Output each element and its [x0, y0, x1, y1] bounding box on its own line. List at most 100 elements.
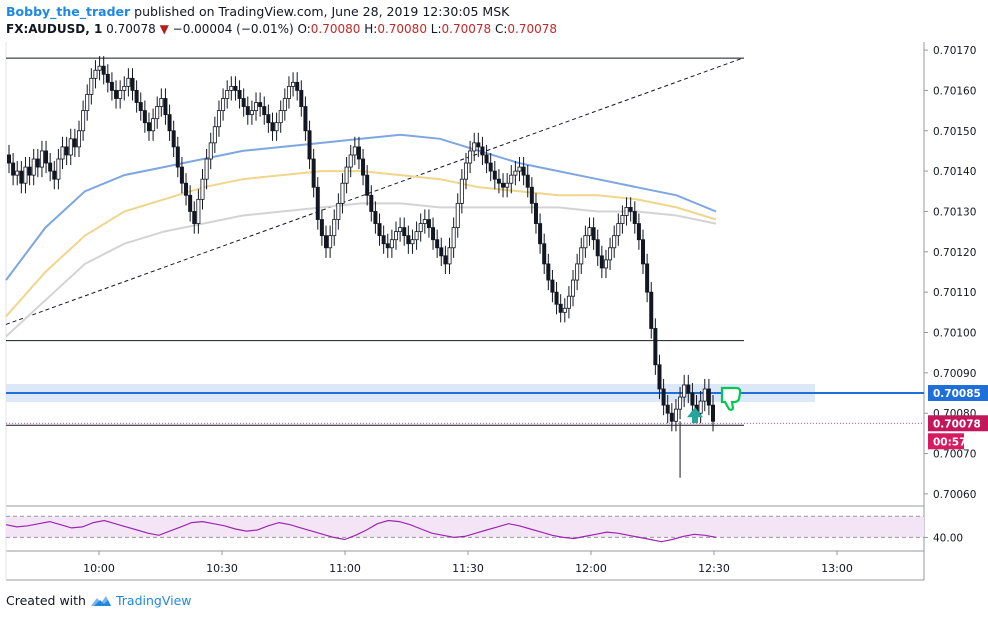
- candle-body: [118, 90, 123, 99]
- candle-body: [431, 227, 436, 241]
- candle-body: [81, 110, 86, 132]
- ohlc-legend: FX:AUDUSD, 1 0.70078 ▼ −0.00004 (−0.01%)…: [6, 22, 557, 36]
- y-tick-label: 0.70170: [933, 45, 976, 57]
- candle-body: [167, 114, 172, 132]
- candle-body: [76, 130, 81, 148]
- candle-body: [274, 122, 279, 132]
- candle-body: [422, 219, 427, 224]
- x-tick-label: 12:30: [698, 562, 730, 575]
- symbol-label[interactable]: FX:AUDUSD, 1: [6, 22, 103, 36]
- candle-body: [509, 174, 514, 184]
- candle-body: [89, 77, 94, 95]
- candle-body: [373, 211, 378, 224]
- author-link[interactable]: Bobby_the_trader: [6, 4, 131, 19]
- countdown-badge: 00:57: [933, 436, 966, 448]
- tradingview-logo-icon: [90, 595, 111, 606]
- candle-body: [109, 81, 114, 91]
- candle-body: [612, 235, 617, 249]
- candle-body: [39, 150, 44, 168]
- candle-body: [175, 146, 180, 168]
- x-tick-label: 11:30: [452, 562, 484, 575]
- candle-body: [595, 239, 600, 257]
- candle-body: [340, 182, 345, 204]
- candle-body: [105, 73, 110, 83]
- candle-body: [603, 259, 608, 269]
- y-tick-label: 0.70130: [933, 206, 976, 218]
- candle-body: [171, 130, 176, 148]
- candle-body: [414, 231, 419, 241]
- y-tick-label: 0.70100: [933, 328, 976, 340]
- candle-body: [332, 219, 337, 237]
- x-tick-label: 11:00: [329, 562, 361, 575]
- candle-body: [616, 223, 621, 237]
- up-arrow-icon: [687, 407, 703, 424]
- candle-body: [632, 211, 637, 224]
- tradingview-link[interactable]: TradingView: [115, 593, 192, 608]
- candle-body: [669, 412, 674, 422]
- candle-body: [636, 223, 641, 241]
- candle-body: [356, 146, 361, 160]
- candle-body: [324, 235, 329, 249]
- footer: Created with TradingView: [6, 593, 192, 608]
- candle-body: [159, 98, 164, 107]
- candle-body: [554, 291, 559, 305]
- candle-body: [225, 90, 230, 99]
- candle-body: [558, 303, 563, 313]
- candle-body: [295, 81, 300, 91]
- candle-body: [245, 106, 250, 116]
- candle-body: [645, 263, 650, 293]
- candle-body: [122, 85, 127, 91]
- candle-body: [60, 146, 65, 160]
- low-label: L:: [430, 22, 442, 36]
- created-with-text: Created with: [6, 593, 86, 608]
- candle-body: [476, 142, 481, 148]
- candle-body: [233, 85, 238, 91]
- ma-slow-line: [5, 202, 717, 338]
- candle-body: [44, 150, 49, 164]
- candle-body: [410, 239, 415, 245]
- candle-body: [529, 186, 534, 204]
- candle-body: [229, 85, 234, 91]
- candle-body: [418, 223, 423, 233]
- candle-body: [278, 110, 283, 124]
- candle-body: [468, 150, 473, 164]
- candle-body: [673, 408, 678, 422]
- candle-body: [480, 146, 485, 156]
- candle-body: [608, 247, 613, 261]
- candle-body: [377, 223, 382, 237]
- down-arrow-icon: ▼: [159, 22, 169, 36]
- close-label: C:: [494, 22, 508, 36]
- candle-body: [641, 239, 646, 265]
- y-tick-label: 0.70120: [933, 247, 976, 259]
- candle-body: [661, 388, 666, 406]
- candle-body: [126, 77, 131, 87]
- close-value: 0.70078: [507, 22, 558, 36]
- candle-body: [212, 126, 217, 144]
- candle-body: [101, 65, 106, 75]
- x-tick-label: 10:30: [206, 562, 238, 575]
- candle-body: [315, 186, 320, 220]
- rsi-band: [6, 516, 924, 538]
- candle-body: [546, 263, 551, 281]
- candle-body: [72, 138, 77, 148]
- high-value: 0.70080: [377, 22, 427, 36]
- candle-body: [328, 235, 333, 249]
- candle-body: [690, 392, 695, 406]
- candle-body: [179, 166, 184, 184]
- candle-body: [513, 170, 518, 176]
- candle-body: [542, 243, 547, 265]
- candle-body: [204, 158, 209, 180]
- candle-body: [93, 69, 98, 79]
- y-tick-label: 0.70140: [933, 166, 976, 178]
- candle-body: [31, 158, 36, 176]
- candle-body: [447, 247, 452, 265]
- candle-body: [266, 114, 271, 124]
- candle-body: [282, 98, 287, 111]
- candle-body: [550, 279, 555, 293]
- candle-body: [352, 146, 357, 156]
- candle-body: [492, 170, 497, 180]
- candle-body: [501, 182, 506, 188]
- thumbs-down-shape: [720, 386, 742, 411]
- candle-body: [571, 279, 576, 297]
